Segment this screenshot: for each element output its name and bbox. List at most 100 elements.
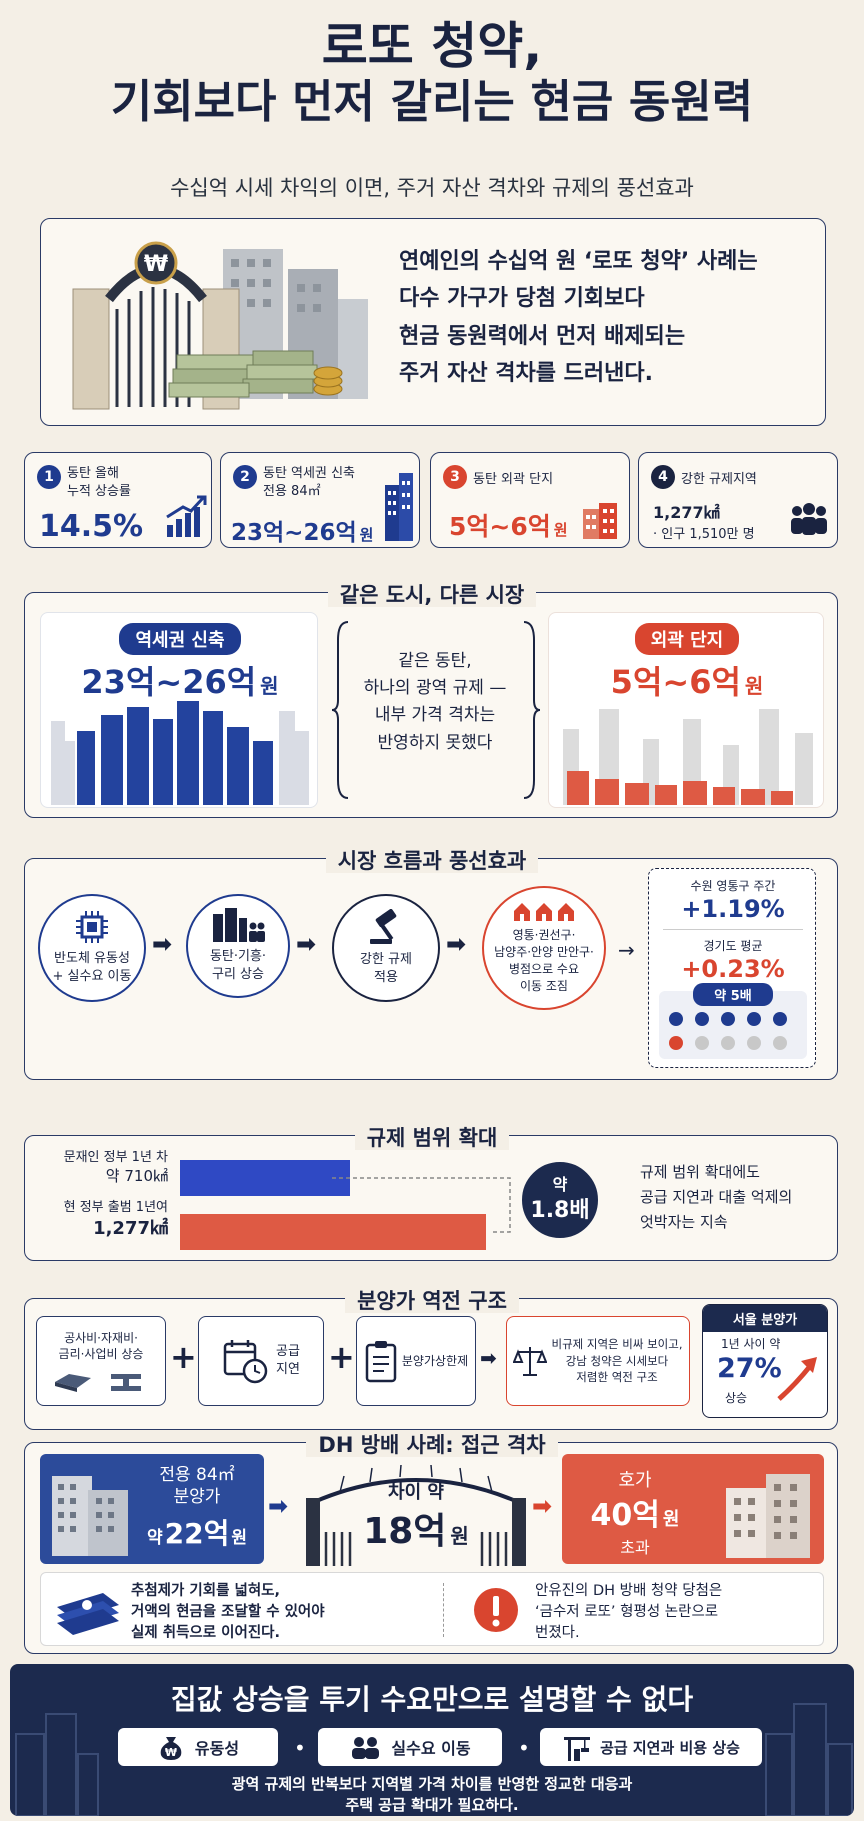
- outskirt-pill: 외곽 단지: [634, 623, 740, 655]
- money-bag-icon: ₩: [160, 1737, 182, 1760]
- seoul-line3: 상승: [725, 1391, 748, 1405]
- seoul-line1: 1년 사이 약: [721, 1337, 781, 1351]
- bar2-label: 현 정부 출범 1년여 1,277㎢: [63, 1200, 168, 1239]
- stat-number: 2: [233, 465, 257, 489]
- up-arrow-icon: [777, 1357, 817, 1401]
- station-panel: 역세권 신축 23억~26억 원: [40, 612, 318, 808]
- scope-note: 규제 범위 확대에도 공급 지연과 대출 억제의 엇박자는 지속: [640, 1163, 793, 1231]
- stat-card-4: 4 강한 규제지역 1,277㎢ · 인구 1,510만 명: [638, 452, 838, 548]
- apartment-illustration: [52, 1476, 128, 1556]
- footer-bottom-text: 광역 규제의 반복보다 지역별 가격 차이를 반영한 정교한 대응과 주택 공급 …: [231, 1775, 633, 1814]
- crane-icon: [564, 1737, 591, 1761]
- compare-label-1: 수원 영통구 주간: [690, 879, 776, 893]
- seoul-price-box: 서울 분양가 1년 사이 약 27% 상승: [702, 1304, 828, 1418]
- chip-icon: [76, 911, 108, 944]
- compare-value-2: +0.23%: [681, 955, 785, 983]
- intro-card: ₩ 연예인의 수십억 원 ‘로또 청약’ 사례는 다수 가구가 당첨 기회보다 …: [40, 218, 826, 426]
- stat-area: 1,277㎢: [653, 503, 720, 522]
- chip-supply: 공급 지연과 비용 상승: [540, 1728, 762, 1766]
- stat-label: 강한 규제지역: [681, 471, 757, 487]
- clipboard-icon: [365, 1341, 397, 1383]
- reversal-structure-box: 비규제 지역은 비싸 보이고, 강남 청약은 시세보다 저렴한 역전 구조: [506, 1316, 690, 1406]
- station-pill: 역세권 신축: [119, 623, 241, 655]
- low-building-icon: [583, 503, 617, 539]
- footer-banner: 집값 상승을 투기 수요만으로 설명할 수 없다 ₩ 유동성 • 실수요 이동 …: [10, 1664, 854, 1816]
- stat-number: 3: [443, 465, 467, 489]
- dh-left-panel: 전용 84㎡ 분양가 약22억 원: [40, 1454, 264, 1564]
- page-title: 로또 청약, 기회보다 먼저 갈리는 현금 동원력: [0, 17, 864, 127]
- station-bars-illustration: [51, 701, 309, 805]
- stat-card-3: 3 동탄 외곽 단지 5억~6억 원: [430, 452, 630, 548]
- footer-title: 집값 상승을 투기 수요만으로 설명할 수 없다: [170, 1683, 694, 1716]
- stat-label: 동탄 외곽 단지: [473, 471, 554, 487]
- apartment-illustration: [726, 1474, 810, 1558]
- tower-building-icon: [385, 473, 413, 541]
- dh-right-value: 40억 원: [590, 1498, 680, 1533]
- svg-text:₩: ₩: [144, 252, 168, 277]
- stat-value: 23억~26억 원: [231, 520, 374, 546]
- skyline-illustration: [765, 1703, 853, 1816]
- scope-heading: 규제 범위 확대: [0, 1122, 864, 1152]
- dots-panel: 약 5배: [659, 983, 807, 1059]
- price-cap-box: 분양가상한제: [356, 1316, 476, 1406]
- ratio-pill: 약 5배: [693, 983, 773, 1006]
- skyline-illustration: [15, 1713, 99, 1816]
- dh-note-left: 추첨제가 기회를 넓혀도, 거액의 현금을 조달할 수 있어야 실제 취득으로 이어…: [131, 1583, 325, 1642]
- title-line-1: 로또 청약,: [321, 17, 543, 75]
- intro-line: 다수 가구가 당첨 기회보다: [399, 286, 645, 312]
- dh-note-panel: 추첨제가 기회를 넓혀도, 거액의 현금을 조달할 수 있어야 실제 취득으로 이어…: [40, 1572, 824, 1646]
- intro-line: 연예인의 수십억 원 ‘로또 청약’ 사례는: [399, 249, 758, 274]
- station-value: 23억~26억 원: [81, 663, 279, 701]
- stat-number: 1: [37, 465, 61, 489]
- plus-sign: +: [328, 1338, 355, 1376]
- dh-gap-label: 차이 약: [388, 1482, 444, 1503]
- seoul-title: 서울 분양가: [703, 1305, 827, 1332]
- stat-card-2: 2 동탄 역세권 신축 전용 84㎡ 23억~26억 원: [220, 452, 420, 548]
- chip-liquidity: ₩ 유동성: [118, 1728, 278, 1766]
- thin-arrow-icon: →: [618, 938, 635, 962]
- left-brace-icon: [331, 621, 349, 799]
- flow-step-regulation: 강한 규제 적용: [332, 894, 440, 1002]
- flow-arrow: ➡: [268, 1492, 289, 1520]
- gate-cash-illustration: ₩: [72, 241, 368, 410]
- seoul-value: 27%: [717, 1353, 782, 1384]
- flow-arrow: ➡: [532, 1492, 553, 1520]
- scope-bar-current: [180, 1214, 486, 1250]
- buildings-people-icon: [213, 908, 265, 943]
- dh-heading: DH 방배 사례: 접근 격차: [0, 1429, 864, 1459]
- supply-delay-box: 공급 지연: [198, 1316, 324, 1406]
- compare-value-1: +1.19%: [681, 895, 785, 923]
- chip-separator: •: [518, 1736, 530, 1760]
- dh-note-right: 안유진의 DH 방배 청약 당첨은 ‘금수저 로또’ 형평성 논란으로 번졌다.: [535, 1583, 723, 1642]
- cash-stack-icon: [57, 1593, 119, 1635]
- stat-value: 14.5%: [39, 509, 144, 544]
- flow-arrow: ➡: [446, 930, 467, 958]
- chip-separator: •: [294, 1736, 306, 1760]
- reversal-heading: 분양가 역전 구조: [0, 1285, 864, 1315]
- same-city-heading: 같은 도시, 다른 시장: [0, 579, 864, 609]
- outskirt-panel: 외곽 단지 5억~6억 원: [548, 612, 824, 808]
- dh-gap-value: 18억 원: [363, 1511, 469, 1552]
- dh-left-value: 약22억 원: [146, 1517, 247, 1550]
- right-brace-icon: [523, 621, 541, 799]
- flow-arrow: ➡: [152, 930, 173, 958]
- stat-number: 4: [651, 465, 675, 489]
- stat-card-1: 1 동탄 올해 누적 상승률 14.5%: [24, 452, 212, 548]
- intro-line: 현금 동원력에서 먼저 배제되는: [399, 323, 686, 349]
- warning-icon: [474, 1588, 518, 1632]
- plus-sign: +: [170, 1338, 197, 1376]
- chip-demand: 실수요 이동: [318, 1728, 502, 1766]
- flow-step-shift: 영통·권선구· 남양주·안양 만안구· 병점으로 수요 이동 조짐: [482, 886, 606, 1010]
- svg-text:₩: ₩: [165, 1746, 177, 1759]
- dh-right-line1: 호가: [618, 1470, 652, 1491]
- dh-right-line3: 초과: [620, 1538, 650, 1557]
- materials-icon: [55, 1374, 141, 1393]
- flow-step-liquidity: 반도체 유동성 + 실수요 이동: [38, 894, 146, 1002]
- flow-arrow: ➡: [480, 1346, 497, 1370]
- dots-row-red: [663, 1035, 793, 1054]
- calendar-clock-icon: [223, 1340, 268, 1384]
- same-city-middle-text: 같은 동탄, 하나의 광역 규제 — 내부 가격 격차는 반영하지 못했다: [363, 651, 507, 753]
- gavel-icon: [370, 909, 397, 945]
- stat-value: 5억~6억 원: [449, 512, 568, 541]
